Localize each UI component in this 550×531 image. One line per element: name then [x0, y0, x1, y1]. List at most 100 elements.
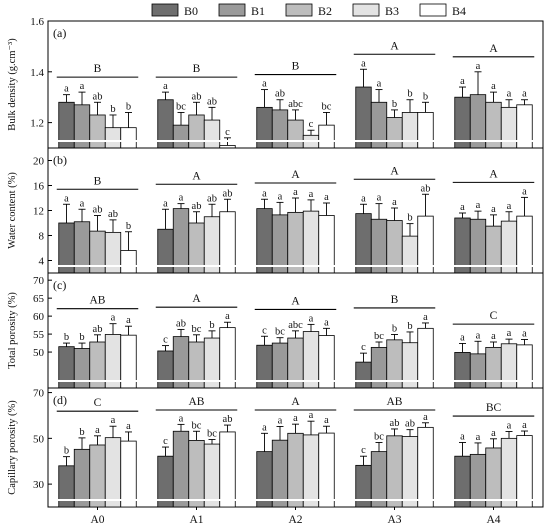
bar-b4-a3: [417, 327, 434, 389]
group-letter: A: [390, 165, 399, 177]
significance-letter: a: [324, 415, 329, 426]
significance-letter: a: [278, 415, 283, 426]
bar-b3-a2: [302, 210, 320, 274]
significance-letter: b: [126, 101, 131, 112]
significance-letter: bc: [374, 331, 384, 342]
x-axis: A0 A1 A2 A3 A4: [90, 507, 501, 526]
significance-letter: a: [111, 313, 116, 324]
legend-swatch-b3: [352, 3, 380, 17]
significance-letter: b: [392, 99, 397, 110]
x-tick-label-a0: A0: [90, 514, 104, 526]
significance-letter: c: [361, 342, 366, 353]
x-tick-label-a1: A1: [189, 514, 203, 526]
significance-letter: a: [111, 415, 116, 426]
significance-letter: a: [507, 201, 512, 212]
significance-letter: a: [460, 76, 465, 87]
significance-letter: b: [79, 427, 84, 438]
y-tick-label: 16: [33, 181, 45, 193]
significance-letter: a: [225, 311, 230, 322]
bar-b3-a4: [500, 437, 518, 508]
significance-letter: b: [209, 320, 214, 331]
significance-letter: c: [361, 445, 366, 456]
group-letter: A: [489, 43, 498, 55]
bar-b1-a1: [172, 208, 190, 274]
legend-swatch-b1: [218, 3, 246, 17]
significance-letter: ab: [93, 205, 103, 216]
significance-letter: a: [476, 200, 481, 211]
y-axis-label: Water content (%): [7, 172, 18, 249]
legend-label-b3: B3: [385, 4, 399, 18]
significance-letter: a: [179, 413, 184, 424]
significance-letter: a: [423, 412, 428, 423]
significance-letter: a: [278, 191, 283, 202]
bar-b1-a1: [172, 124, 190, 149]
y-axis-label: Capillary porosity (%): [7, 400, 18, 495]
significance-letter: a: [491, 428, 496, 439]
group-letter: A: [291, 169, 300, 181]
significance-letter: a: [64, 84, 69, 95]
significance-letter: ab: [192, 201, 202, 212]
significance-letter: ab: [405, 419, 415, 430]
bar-b1-a3: [370, 451, 388, 508]
bar-b2-a0: [89, 114, 106, 149]
significance-letter: b: [110, 104, 115, 115]
y-tick-label: 50: [33, 433, 45, 445]
significance-letter: b: [407, 213, 412, 224]
group-letter: A: [291, 295, 300, 307]
bar-b0-a4: [454, 352, 471, 389]
significance-letter: a: [476, 432, 481, 443]
significance-letter: b: [64, 332, 69, 343]
significance-letter: a: [522, 89, 527, 100]
bar-b1-a1: [172, 430, 190, 508]
bar-b3-a2: [302, 434, 320, 508]
y-tick-label: 50: [33, 347, 45, 359]
bar-b3-a1: [203, 119, 221, 149]
bar-b4-a4: [516, 435, 533, 508]
bar-b0-a3: [355, 213, 372, 274]
bar-b0-a2: [256, 451, 273, 508]
bar-b2-a2: [287, 211, 304, 274]
significance-letter: a: [476, 61, 481, 72]
legend-swatch-b4: [419, 3, 447, 17]
y-tick-label: 70: [33, 275, 45, 287]
group-letter: BC: [486, 402, 502, 414]
significance-letter: a: [507, 328, 512, 339]
bar-b2-a1: [188, 114, 205, 149]
significance-letter: a: [262, 79, 267, 90]
bar-b2-a1: [188, 440, 205, 508]
bar-b4-a1: [219, 431, 236, 508]
y-tick-label: 20: [33, 156, 45, 168]
significance-letter: a: [522, 420, 527, 431]
significance-letter: a: [309, 313, 314, 324]
significance-letter: a: [507, 89, 512, 100]
significance-letter: a: [460, 202, 465, 213]
y-axis-label: Total porosity (%): [7, 292, 18, 369]
significance-letter: a: [460, 332, 465, 343]
significance-letter: a: [392, 197, 397, 208]
significance-letter: a: [361, 58, 366, 69]
bar-b0-a2: [256, 208, 273, 274]
bar-b2-a3: [386, 117, 403, 149]
y-tick-label: 8: [39, 231, 45, 243]
significance-letter: c: [309, 119, 314, 130]
significance-letter: bc: [176, 101, 186, 112]
significance-letter: ab: [223, 188, 233, 199]
legend-swatch-b2: [285, 3, 313, 17]
group-letter: B: [94, 175, 102, 187]
significance-letter: a: [423, 312, 428, 323]
panel-letter: (a): [53, 26, 66, 40]
bar-b0-a3: [355, 361, 372, 389]
bar-b2-a4: [485, 447, 502, 508]
significance-letter: a: [377, 193, 382, 204]
bar-b1-a3: [370, 218, 388, 274]
bar-b3-a0: [104, 334, 122, 389]
significance-letter: a: [491, 204, 496, 215]
group-letter: B: [292, 61, 300, 73]
bar-b2-a2: [287, 432, 304, 508]
bar-b1-a4: [469, 353, 487, 389]
bar-b4-a2: [318, 124, 335, 149]
group-letter: A: [390, 40, 399, 52]
